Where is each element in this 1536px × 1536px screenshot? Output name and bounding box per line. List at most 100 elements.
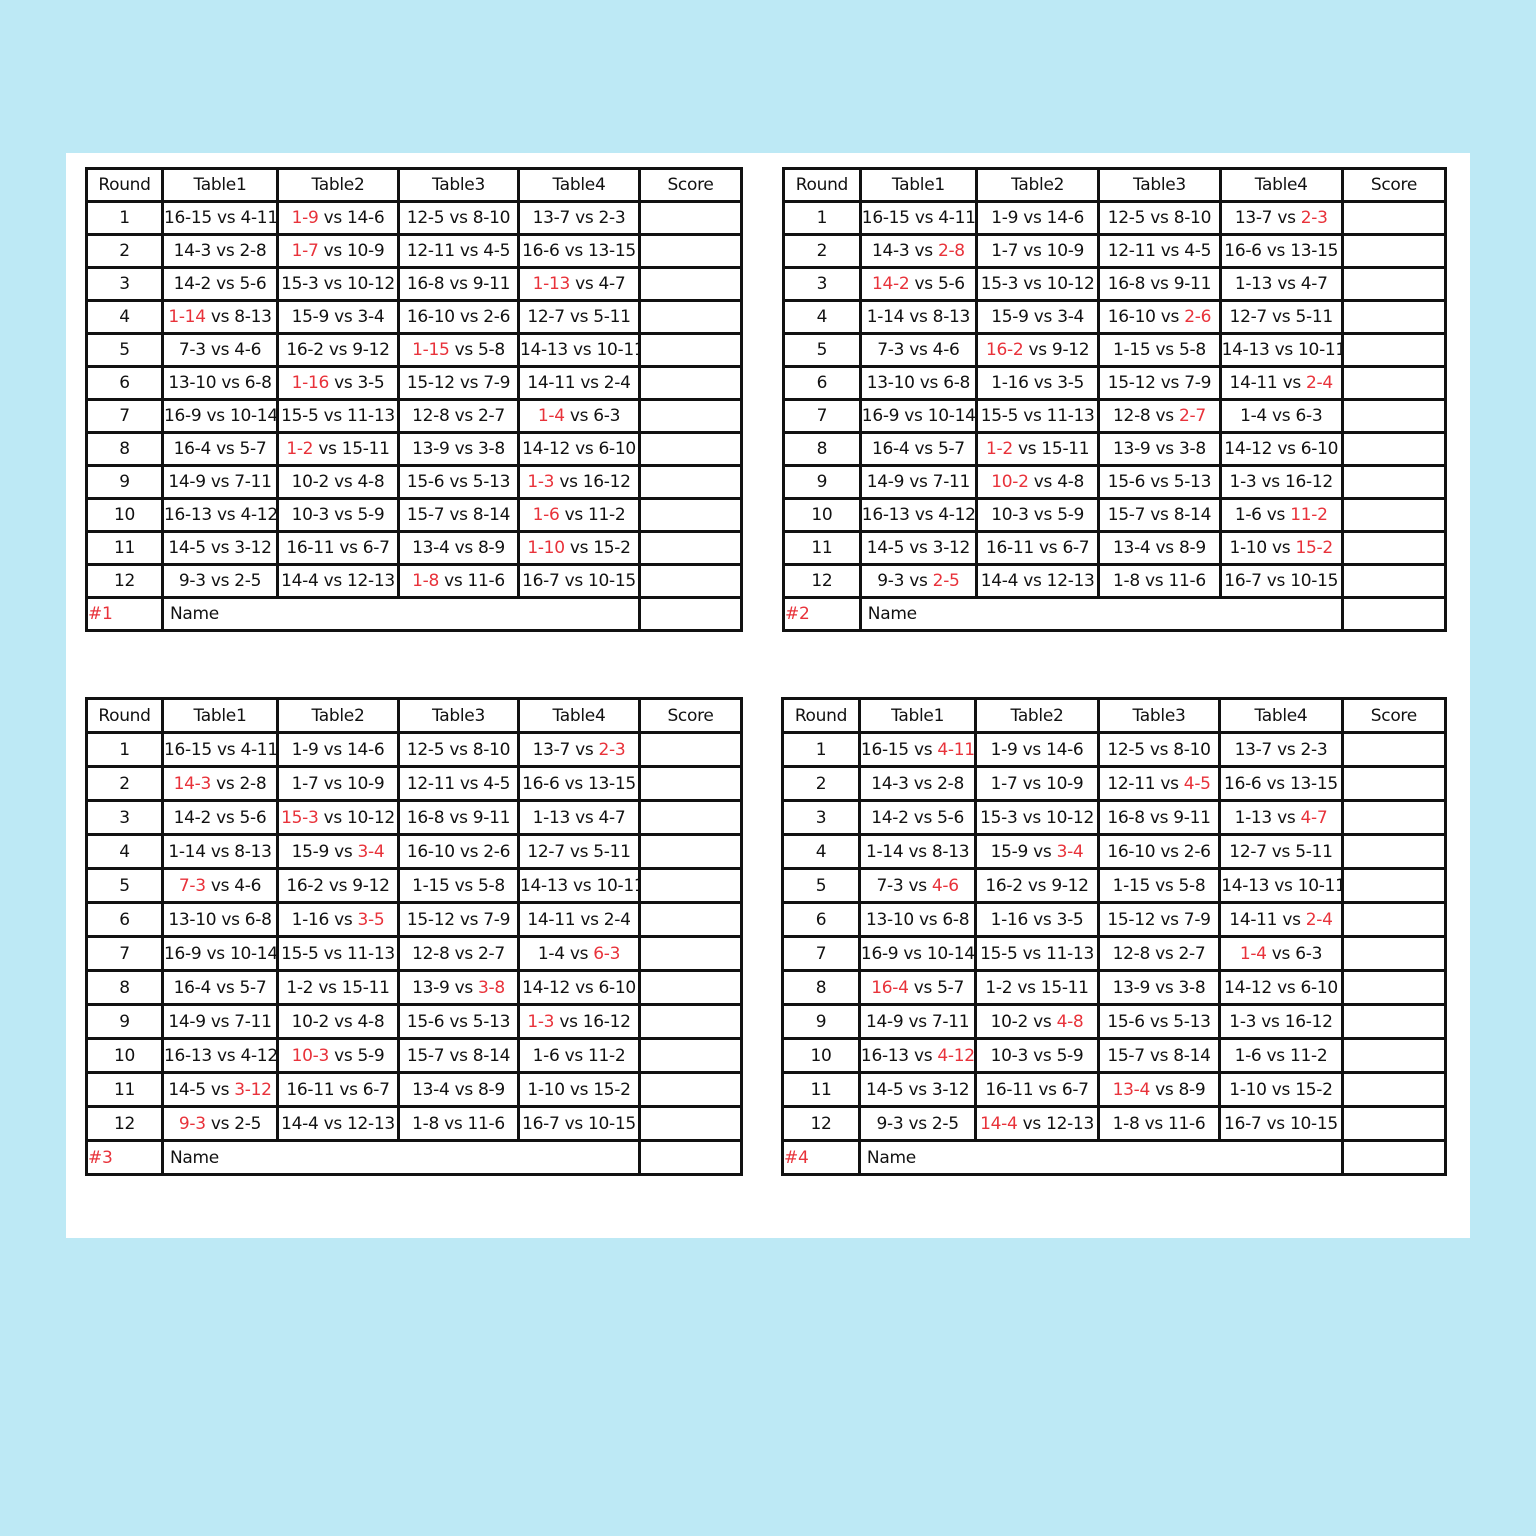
pair-left: 16-8 <box>406 807 445 828</box>
pair-right: 8-10 <box>472 208 511 228</box>
score-cell[interactable] <box>1340 563 1448 599</box>
pair-left: 13-4 <box>1113 538 1151 558</box>
score-cell[interactable] <box>638 1003 743 1040</box>
vs-label: vs <box>909 571 928 591</box>
score-cell[interactable] <box>638 464 743 500</box>
pair-right: 10-11 <box>596 340 636 360</box>
name-field[interactable]: Name <box>161 596 641 632</box>
score-cell[interactable] <box>638 332 743 368</box>
score-cell[interactable] <box>638 799 743 836</box>
score-cell[interactable] <box>638 1071 743 1108</box>
round-number: 11 <box>85 1071 164 1108</box>
round-number: 12 <box>85 563 164 599</box>
score-cell[interactable] <box>638 867 743 904</box>
score-cell[interactable] <box>1340 398 1448 434</box>
scorecard-1: Round Table1 Table2 Table3 Table4 Score 1 16-15… <box>85 167 743 632</box>
match-cell: 1-9 vs 14-6 <box>974 731 1100 768</box>
pair-left: 14-5 <box>865 1079 904 1100</box>
name-field[interactable]: Name <box>857 1139 1344 1176</box>
vs-label: vs <box>210 1113 230 1134</box>
score-cell[interactable] <box>1340 1037 1448 1074</box>
pair-left: 13-10 <box>865 909 914 930</box>
pair-right: 11-2 <box>1290 505 1328 525</box>
score-cell[interactable] <box>638 1037 743 1074</box>
pair-right: 2-4 <box>603 909 631 930</box>
match-cell: 12-5 vs 8-10 <box>397 200 520 236</box>
score-cell[interactable] <box>638 765 743 802</box>
score-cell[interactable] <box>638 365 743 401</box>
pair-right: 2-6 <box>1183 841 1211 862</box>
pair-right: 10-9 <box>347 241 385 261</box>
score-cell[interactable] <box>1340 935 1448 972</box>
vs-label: vs <box>1150 505 1169 525</box>
total-score-cell[interactable] <box>638 1139 743 1176</box>
match-cell: 1-7 vs 10-9 <box>276 765 400 802</box>
score-cell[interactable] <box>638 1105 743 1142</box>
score-cell[interactable] <box>638 299 743 335</box>
score-cell[interactable] <box>638 497 743 533</box>
score-cell[interactable] <box>1340 731 1448 768</box>
pair-left: 14-12 <box>522 439 570 459</box>
pair-left: 15-6 <box>1107 1011 1145 1032</box>
score-cell[interactable] <box>1340 867 1448 904</box>
match-cell: 1-3 vs 16-12 <box>1218 1003 1344 1040</box>
total-score-cell[interactable] <box>1340 1139 1448 1176</box>
pair-right: 3-12 <box>234 1079 272 1100</box>
score-cell[interactable] <box>1340 332 1448 368</box>
total-score-cell[interactable] <box>1340 596 1448 632</box>
pair-left: 14-4 <box>281 1113 319 1134</box>
pair-right: 7-11 <box>932 472 971 492</box>
pair-right: 3-5 <box>357 373 385 393</box>
score-cell[interactable] <box>1340 901 1448 938</box>
score-cell[interactable] <box>1340 365 1448 401</box>
vs-label: vs <box>210 307 230 327</box>
score-cell[interactable] <box>1340 497 1448 533</box>
name-field[interactable]: Name <box>161 1139 641 1176</box>
score-cell[interactable] <box>1340 530 1448 566</box>
name-field[interactable]: Name <box>858 596 1344 632</box>
score-cell[interactable] <box>1340 799 1448 836</box>
match-cell: 1-9 vs 14-6 <box>276 200 400 236</box>
table-row: 4 1-14 vs 8-13 15-9 vs 3-4 16-10 vs 2-6 12-7… <box>781 833 1448 870</box>
score-cell[interactable] <box>1340 464 1448 500</box>
score-cell[interactable] <box>1340 1105 1448 1142</box>
score-cell[interactable] <box>1340 765 1448 802</box>
pair-left: 15-9 <box>291 307 330 327</box>
score-cell[interactable] <box>638 233 743 269</box>
score-cell[interactable] <box>638 431 743 467</box>
score-cell[interactable] <box>638 969 743 1006</box>
vs-label: vs <box>221 373 240 393</box>
score-cell[interactable] <box>638 901 743 938</box>
total-score-cell[interactable] <box>638 596 743 632</box>
score-cell[interactable] <box>1340 1071 1448 1108</box>
score-cell[interactable] <box>1340 200 1448 236</box>
match-cell: 12-11 vs 4-5 <box>397 765 520 802</box>
score-cell[interactable] <box>1340 233 1448 269</box>
score-cell[interactable] <box>638 398 743 434</box>
score-cell[interactable] <box>1340 833 1448 870</box>
vs-label: vs <box>318 439 337 459</box>
pair-left: 1-10 <box>1229 538 1268 558</box>
pair-left: 10-3 <box>991 505 1029 525</box>
pair-right: 3-4 <box>1056 841 1084 862</box>
pair-right: 15-11 <box>341 439 390 459</box>
score-cell[interactable] <box>638 530 743 566</box>
pair-right: 5-13 <box>1173 1011 1211 1032</box>
score-cell[interactable] <box>638 563 743 599</box>
pair-left: 16-10 <box>1107 307 1156 327</box>
column-header: Table1 <box>161 167 279 203</box>
score-cell[interactable] <box>1340 431 1448 467</box>
score-cell[interactable] <box>1340 969 1448 1006</box>
score-cell[interactable] <box>638 266 743 302</box>
pair-left: 16-4 <box>173 439 212 459</box>
vs-label: vs <box>908 875 927 896</box>
score-cell[interactable] <box>638 833 743 870</box>
score-cell[interactable] <box>638 935 743 972</box>
pair-right: 5-7 <box>937 977 965 998</box>
score-cell[interactable] <box>1340 266 1448 302</box>
score-cell[interactable] <box>638 200 743 236</box>
score-cell[interactable] <box>1340 1003 1448 1040</box>
score-cell[interactable] <box>638 731 743 768</box>
pair-right: 10-15 <box>1290 571 1339 591</box>
score-cell[interactable] <box>1340 299 1448 335</box>
